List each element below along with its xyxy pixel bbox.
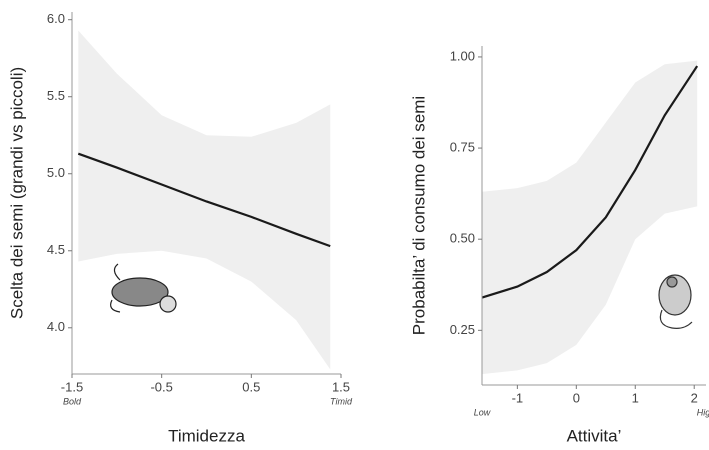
y-tick-label: 0.75 (450, 140, 475, 155)
x-tick-label: 0 (573, 390, 580, 405)
y-tick-label: 5.0 (47, 165, 65, 180)
x-axis-title: Attivita’ (567, 426, 622, 445)
x-tick-label: 2 (691, 390, 698, 405)
y-tick-label: 1.00 (450, 48, 475, 63)
annotation: Low (474, 407, 491, 417)
y-axis-title: Scelta dei semi (grandi vs piccoli) (7, 67, 26, 319)
y-tick-label: 5.5 (47, 88, 65, 103)
x-tick-label: -1.5 (61, 379, 83, 394)
x-tick-label: 0.5 (242, 379, 260, 394)
annotation: High (697, 407, 709, 417)
y-tick-label: 4.5 (47, 242, 65, 257)
y-tick-label: 6.0 (47, 11, 65, 26)
x-tick-label: 1 (632, 390, 639, 405)
y-tick-label: 0.50 (450, 231, 475, 246)
y-tick-label: 4.0 (47, 319, 65, 334)
y-axis-title: Probabilta’ di consumo dei semi (409, 96, 428, 335)
x-tick-label: 1.5 (332, 379, 350, 394)
fit-line (481, 65, 699, 299)
confidence-band (482, 60, 698, 375)
fit-line (77, 152, 331, 248)
annotation: Bold (63, 396, 82, 406)
x-tick-label: -0.5 (150, 379, 172, 394)
mouse-illustration (110, 263, 177, 313)
y-tick-label: 0.25 (450, 322, 475, 337)
x-tick-label: -1 (512, 390, 524, 405)
x-axis-title: Timidezza (168, 426, 245, 445)
annotation: Timid (330, 396, 353, 406)
mouse-illustration (658, 274, 693, 329)
